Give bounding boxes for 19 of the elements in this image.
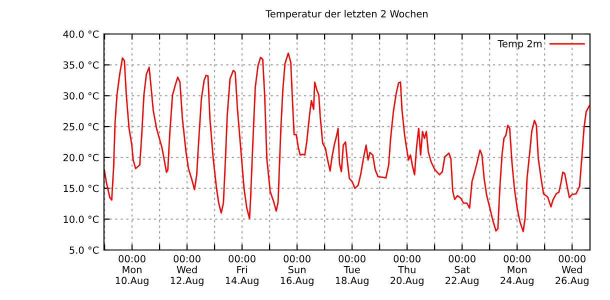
x-tick-label: 00:00 Wed 12.Aug	[170, 255, 204, 286]
x-tick-label: 00:00 Fri 14.Aug	[226, 255, 258, 286]
x-tick-label: 00:00 Mon 10.Aug	[116, 255, 148, 286]
x-tick-label: 00:00 Thu 20.Aug	[390, 255, 424, 286]
y-tick-label: 35.0 °C	[63, 61, 99, 69]
x-tick-label: 00:00 Sun 16.Aug	[280, 255, 314, 286]
y-tick-label: 20.0 °C	[63, 154, 99, 162]
x-tick-label: 00:00 Tue 18.Aug	[336, 255, 368, 286]
y-tick-label: 40.0 °C	[63, 30, 99, 38]
y-tick-label: 25.0 °C	[63, 123, 99, 130]
chart-title: Temperatur der letzten 2 Wochen	[266, 10, 428, 20]
y-tick-label: 30.0 °C	[63, 92, 99, 100]
x-tick-label: 00:00 Mon 24.Aug	[500, 255, 534, 286]
y-tick-label: 15.0 °C	[64, 184, 99, 192]
y-tick-label: 5.0 °C	[70, 246, 99, 254]
y-tick-label: 10.0 °C	[64, 216, 99, 223]
x-tick-label: 00:00 Wed 26.Aug	[556, 255, 588, 286]
legend-label: Temp 2m	[498, 40, 542, 50]
x-tick-label: 00:00 Sat 22.Aug	[446, 255, 478, 286]
